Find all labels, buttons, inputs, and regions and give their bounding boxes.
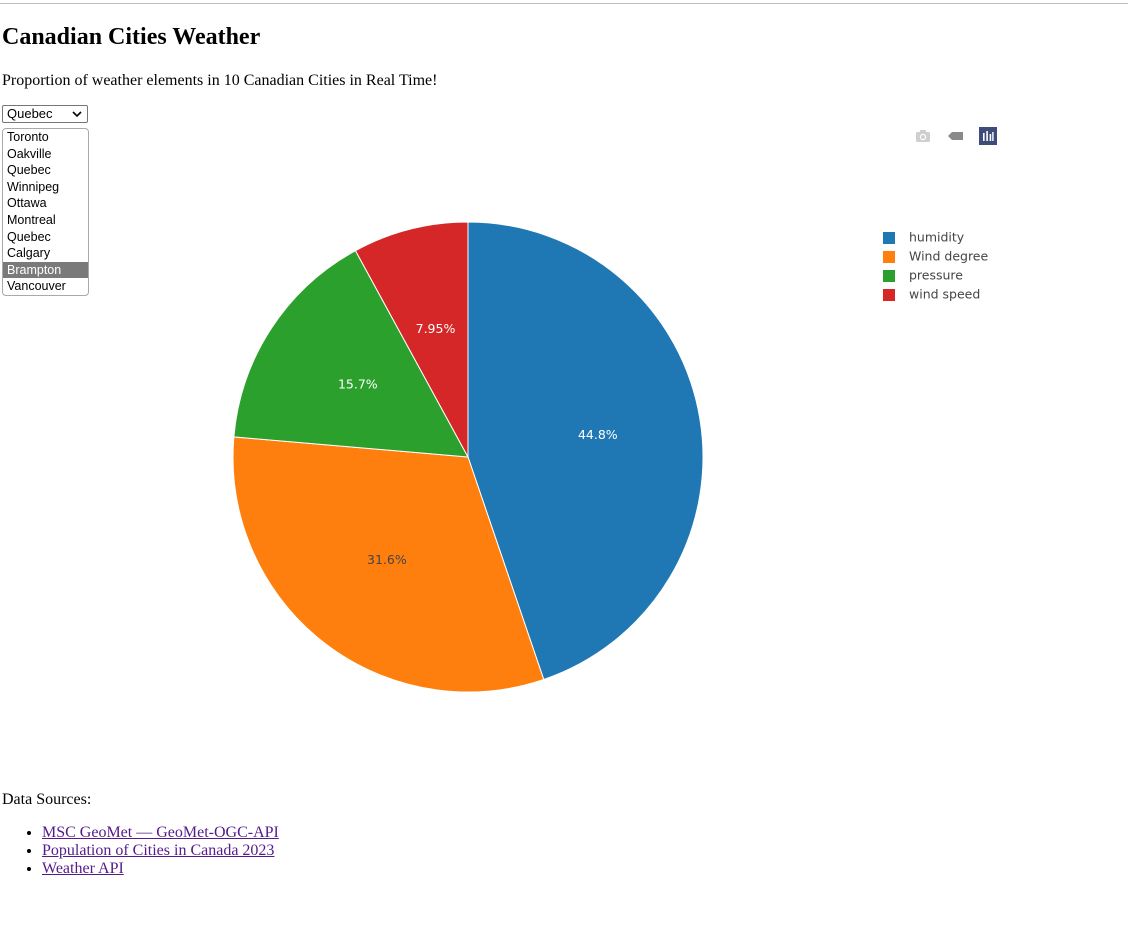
city-option[interactable]: Winnipeg	[7, 179, 60, 194]
legend-swatch[interactable]	[883, 251, 895, 263]
page-title: Canadian Cities Weather	[2, 24, 261, 50]
legend-label[interactable]: humidity	[909, 230, 965, 245]
data-sources-list: MSC GeoMet — GeoMet-OGC-API Population o…	[2, 824, 279, 878]
legend-swatch[interactable]	[883, 270, 895, 282]
city-option[interactable]: Brampton	[3, 261, 88, 279]
list-item: Population of Cities in Canada 2023	[42, 842, 279, 860]
legend-label[interactable]: pressure	[909, 268, 963, 283]
chart-modebar	[914, 127, 1000, 145]
city-option[interactable]: Ottawa	[7, 196, 47, 211]
city-option[interactable]: Oakville	[7, 146, 52, 161]
legend-swatch[interactable]	[883, 289, 895, 301]
page-subtitle: Proportion of weather elements in 10 Can…	[2, 72, 438, 89]
source-link-geomet[interactable]: MSC GeoMet — GeoMet-OGC-API	[42, 824, 279, 841]
plotly-logo-icon[interactable]	[979, 127, 997, 145]
city-option[interactable]: Toronto	[7, 130, 49, 144]
pie-value-label: 31.6%	[367, 552, 407, 567]
city-option[interactable]: Vancouver	[7, 279, 66, 294]
pie-slice-wind-speed[interactable]	[354, 221, 469, 458]
city-option[interactable]: Quebec	[7, 163, 51, 178]
camera-icon[interactable]	[914, 127, 932, 145]
city-option[interactable]: Montreal	[7, 212, 56, 227]
pie-slice-pressure[interactable]	[233, 250, 469, 458]
pie-value-label: 15.7%	[338, 377, 378, 392]
city-option[interactable]: Quebec	[7, 229, 51, 244]
chevron-down-icon	[72, 111, 82, 118]
source-link-weather-api[interactable]: Weather API	[42, 860, 124, 877]
city-dropdown-value: Quebec	[7, 106, 53, 121]
list-item: Weather API	[42, 860, 279, 878]
top-border	[0, 3, 1128, 4]
data-sources-label: Data Sources:	[2, 791, 92, 808]
city-option[interactable]: Calgary	[7, 246, 51, 261]
city-listbox[interactable]: Toronto Oakville Quebec Winnipeg Ottawa Montr…	[2, 128, 89, 296]
pie-value-label: 7.95%	[416, 321, 456, 336]
source-link-population[interactable]: Population of Cities in Canada 2023	[42, 842, 275, 859]
legend-swatch[interactable]	[883, 232, 895, 244]
tag-icon[interactable]	[947, 127, 965, 145]
list-item: MSC GeoMet — GeoMet-OGC-API	[42, 824, 279, 842]
city-dropdown[interactable]: Quebec	[2, 105, 88, 123]
legend-label[interactable]: wind speed	[909, 287, 980, 302]
pie-slice-wind-degree[interactable]	[232, 436, 545, 693]
pie-value-label: 44.8%	[578, 427, 618, 442]
pie-slice-humidity[interactable]	[467, 221, 704, 681]
legend-label[interactable]: Wind degree	[909, 249, 989, 264]
